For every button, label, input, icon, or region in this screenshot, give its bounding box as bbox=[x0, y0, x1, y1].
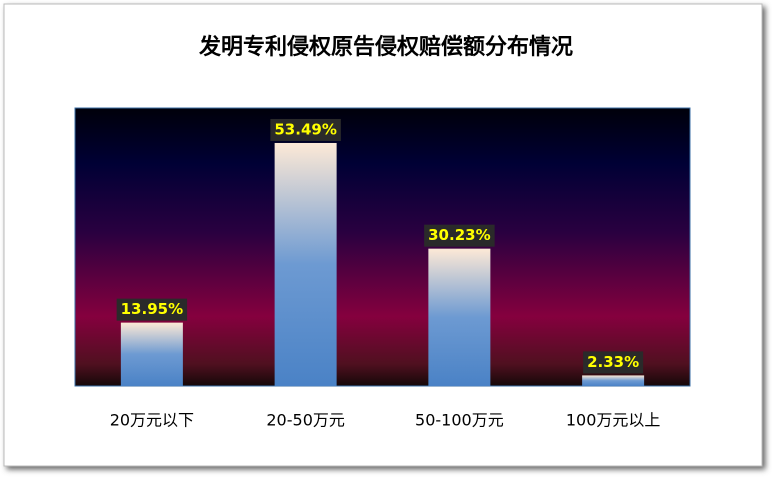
value-label-bg bbox=[270, 118, 341, 141]
value-label-bg bbox=[583, 351, 644, 374]
value-label-bg bbox=[116, 298, 188, 321]
bar bbox=[120, 322, 183, 386]
x-tick-label: 50-100万元 bbox=[415, 411, 504, 430]
bar bbox=[582, 375, 645, 386]
value-label: 13.95% bbox=[121, 300, 183, 318]
x-tick-label: 20万元以下 bbox=[110, 411, 194, 430]
x-tick-label: 20-50万元 bbox=[266, 411, 345, 430]
value-label: 2.33% bbox=[587, 353, 639, 371]
chart-title: 发明专利侵权原告侵权赔偿额分布情况 bbox=[198, 34, 573, 60]
bar bbox=[428, 248, 491, 386]
x-tick-label: 100万元以上 bbox=[566, 411, 661, 430]
value-label: 53.49% bbox=[274, 120, 336, 138]
bar bbox=[274, 142, 337, 386]
value-label-bg bbox=[424, 224, 495, 247]
value-label: 30.23% bbox=[428, 226, 490, 244]
